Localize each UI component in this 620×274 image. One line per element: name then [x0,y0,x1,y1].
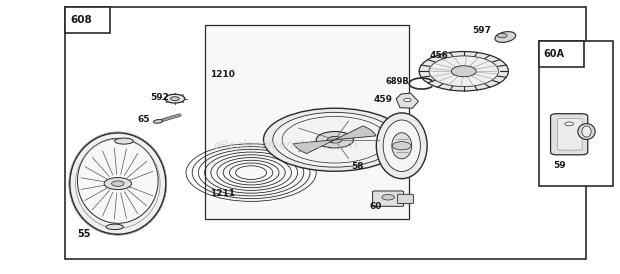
Circle shape [429,56,498,87]
Circle shape [327,136,342,143]
Text: 592: 592 [150,93,169,102]
Circle shape [451,66,476,77]
Text: 459: 459 [374,95,393,104]
Circle shape [404,98,411,102]
Circle shape [497,33,507,38]
FancyBboxPatch shape [373,191,404,206]
Circle shape [104,178,131,190]
Text: 55: 55 [78,229,91,239]
Bar [65,7,586,259]
Text: 58: 58 [351,161,363,170]
Ellipse shape [582,126,591,137]
Circle shape [565,122,574,126]
Ellipse shape [69,133,166,234]
Text: 65: 65 [138,115,150,124]
Circle shape [392,142,411,150]
Text: 59: 59 [554,161,566,170]
Ellipse shape [392,133,412,159]
Text: 608: 608 [70,15,92,25]
FancyBboxPatch shape [397,194,414,204]
Text: 1210: 1210 [210,70,234,79]
Text: 60A: 60A [543,49,564,59]
Text: 597: 597 [472,26,492,35]
Ellipse shape [578,124,595,139]
Ellipse shape [154,119,162,123]
Circle shape [264,108,406,171]
Ellipse shape [106,224,123,230]
Circle shape [316,132,353,148]
Bar [205,25,409,219]
Circle shape [419,52,508,91]
Text: eReplacementParts.com: eReplacementParts.com [213,139,357,152]
Wedge shape [335,126,376,140]
Text: 456: 456 [430,51,448,60]
Circle shape [112,181,124,186]
FancyBboxPatch shape [551,114,588,155]
Ellipse shape [78,138,158,223]
Ellipse shape [376,113,427,179]
Text: 689B: 689B [386,77,409,86]
Ellipse shape [495,32,516,42]
Text: 60: 60 [370,202,382,211]
Bar [539,41,613,186]
Circle shape [170,97,179,101]
Bar [539,41,584,67]
Wedge shape [293,140,335,154]
Circle shape [273,112,397,167]
Text: 1211: 1211 [210,189,234,198]
Ellipse shape [115,138,133,144]
Bar [65,7,110,33]
Polygon shape [396,93,418,108]
Circle shape [165,94,185,103]
Ellipse shape [383,120,420,172]
Circle shape [382,195,394,200]
FancyBboxPatch shape [557,118,582,150]
